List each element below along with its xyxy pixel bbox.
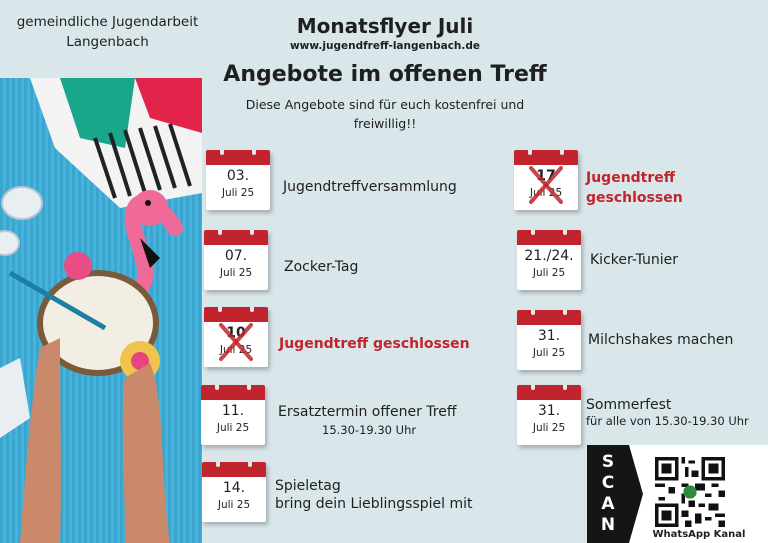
calendar-date: 03. Juli 25 [206,150,270,210]
calendar-header [204,307,268,322]
calendar-header [202,462,266,477]
event-detail: 15.30-19.30 Uhr [322,423,417,437]
calendar-day: 31. [537,403,561,419]
calendar-header [514,150,578,165]
calendar-date: 14. Juli 25 [202,462,266,522]
event-detail: für alle von 15.30-19.30 Uhr [586,414,749,428]
calendar-date: 21./24. Juli 25 [517,230,581,290]
qr-code[interactable] [655,457,725,527]
calendar-header [204,230,268,245]
scan-banner: S C A N [587,445,629,543]
calendar-day: 11. [221,403,245,419]
event-title: Milchshakes machen [588,332,734,348]
event-detail: bring dein Lieblingsspiel mit [275,496,473,512]
flyer-title: Monatsflyer Juli [296,14,474,38]
closed-notice: Jugendtreff geschlossen [279,336,470,352]
calendar-month: Juli 25 [532,422,566,434]
scan-letter: C [601,473,615,493]
scan-letter: S [601,452,615,472]
event-title: Kicker-Tunier [590,252,679,268]
calendar-header [517,230,581,245]
calendar-month: Juli 25 [216,422,250,434]
calendar-day: 14. [222,480,246,496]
scan-letter: N [600,515,616,535]
website-link[interactable]: www.jugendfreff-langenbach.de [289,40,481,52]
event-title: Zocker-Tag [284,259,359,275]
calendar-date: 11. Juli 25 [201,385,265,445]
event-title: Sommerfest [586,397,672,413]
whatsapp-scan-block[interactable]: S C A N WhatsApp Kanal [587,445,768,543]
calendar-day: 21./24. [524,248,574,264]
headline: Angebote im offenen Treff [223,62,547,87]
scan-letter: A [601,494,615,514]
closed-notice: Jugendtreff geschlossen [586,170,683,206]
calendar-month: Juli 25 [532,347,566,359]
calendar-month: Juli 25 [217,499,251,511]
calendar-date: 17 Juli 25 [514,150,578,210]
calendar-day: 31. [537,328,561,344]
cross-icon [219,323,253,361]
calendar-date: 31. Juli 25 [517,310,581,370]
calendar-header [517,310,581,325]
event-title: Spieletag [275,478,341,494]
calendar-month: Juli 25 [219,267,253,279]
calendar-date: 07. Juli 25 [204,230,268,290]
cross-icon [529,166,563,204]
calendar-header [201,385,265,400]
calendar-header [517,385,581,400]
calendar-month: Juli 25 [532,267,566,279]
calendar-day: 03. [226,168,250,184]
summer-photo [0,78,202,543]
arrow-icon [629,445,643,543]
calendar-date: 10 Juli 25 [204,307,268,367]
calendar-header [206,150,270,165]
event-title: Ersatztermin offener Treff [278,404,457,420]
subline: Diese Angebote sind für euch kostenfrei … [245,97,525,131]
organization-name: gemeindliche Jugendarbeit Langenbach [16,14,199,50]
calendar-month: Juli 25 [221,187,255,199]
calendar-day: 07. [224,248,248,264]
event-title: Jugendtreffversammlung [283,179,457,195]
whatsapp-channel-label: WhatsApp Kanal [652,529,746,540]
calendar-date: 31. Juli 25 [517,385,581,445]
